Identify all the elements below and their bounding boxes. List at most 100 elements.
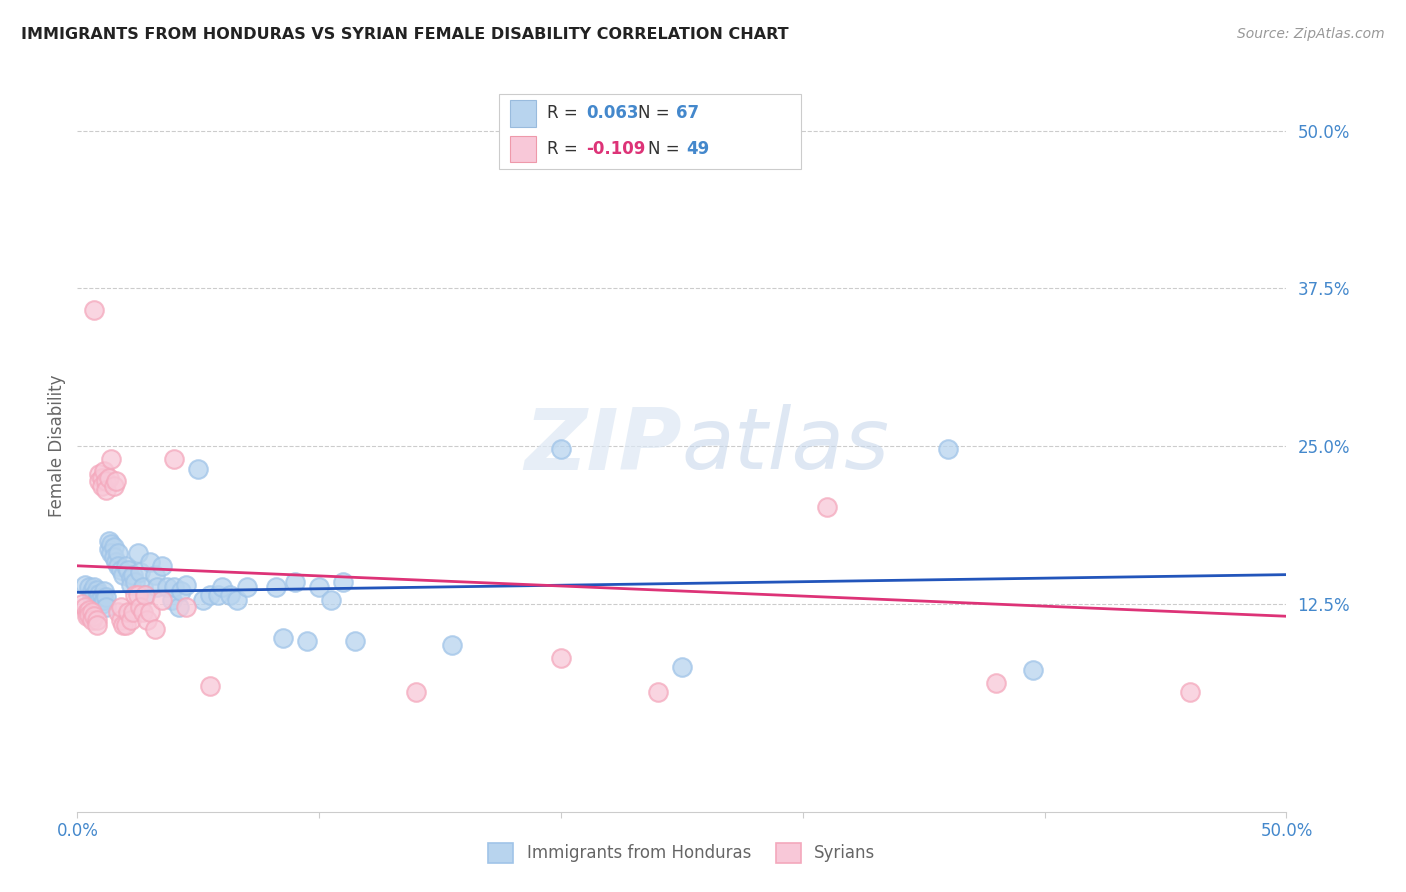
Point [100,451,122,466]
Point [120,613,142,627]
Point [332,575,354,590]
Point [79,607,101,622]
Point [550,442,572,456]
Point [105,475,128,489]
Point [80,613,103,627]
Point [112,567,135,582]
Point [93,592,115,607]
Point [73,600,96,615]
Point [96,475,118,489]
Point [143,622,166,636]
Legend: Immigrants from Honduras, Syrians: Immigrants from Honduras, Syrians [482,837,882,869]
Point [122,567,145,582]
Point [70,597,93,611]
Point [120,578,142,592]
Point [308,580,330,594]
Point [97,542,120,557]
Point [96,591,118,605]
Point [131,580,153,594]
Point [122,606,145,620]
Point [83,302,105,317]
Text: R =: R = [547,140,583,158]
Point [86,613,108,627]
Point [87,586,110,600]
Point [134,588,156,602]
Point [139,606,162,620]
Point [117,563,139,577]
Point [235,580,257,594]
Point [80,584,103,599]
Point [107,546,129,560]
Point [200,679,222,693]
Point [114,558,136,573]
Point [83,588,105,602]
Point [114,618,136,632]
Point [112,618,135,632]
Point [160,592,183,607]
Point [191,592,214,607]
Point [100,537,122,551]
Text: 67: 67 [676,104,699,122]
Point [105,555,128,569]
Text: -0.109: -0.109 [586,140,645,158]
Point [174,578,197,592]
Point [90,479,112,493]
Point [107,558,129,573]
Point [1021,664,1043,678]
Point [97,470,120,484]
Point [226,592,249,607]
Point [129,600,152,615]
Point [218,588,240,602]
Text: 0.063: 0.063 [586,104,638,122]
Point [76,606,98,620]
Point [207,588,229,602]
Point [110,613,132,627]
Point [143,567,166,582]
Point [83,609,105,624]
Text: atlas: atlas [682,404,890,488]
Point [120,571,142,585]
Point [80,591,103,605]
Point [815,500,838,514]
Point [441,638,464,652]
Point [264,580,287,594]
Point [136,613,159,627]
Point [87,467,110,481]
Point [150,558,173,573]
Point [97,533,120,548]
Point [146,580,169,594]
Point [83,580,105,594]
Point [1178,685,1201,699]
Point [76,609,98,624]
Point [321,592,343,607]
Point [96,600,118,615]
Point [671,659,693,673]
Point [167,600,190,615]
Text: N =: N = [638,104,675,122]
Point [103,479,125,493]
Text: 49: 49 [686,140,710,158]
Point [86,582,108,597]
Point [986,676,1008,690]
Point [647,685,669,699]
Text: ZIP: ZIP [524,404,682,488]
Text: IMMIGRANTS FROM HONDURAS VS SYRIAN FEMALE DISABILITY CORRELATION CHART: IMMIGRANTS FROM HONDURAS VS SYRIAN FEMAL… [21,27,789,42]
Point [936,442,959,456]
Point [163,580,186,594]
Text: R =: R = [547,104,583,122]
Point [87,475,110,489]
Point [103,549,125,564]
Point [80,606,103,620]
Point [150,592,173,607]
Point [90,591,112,605]
Point [129,565,152,579]
Point [110,563,132,577]
Point [100,546,122,560]
Point [79,580,101,594]
Point [87,594,110,608]
Point [110,600,132,615]
Point [96,483,118,497]
Point [90,597,112,611]
Point [73,578,96,592]
Point [127,588,149,602]
